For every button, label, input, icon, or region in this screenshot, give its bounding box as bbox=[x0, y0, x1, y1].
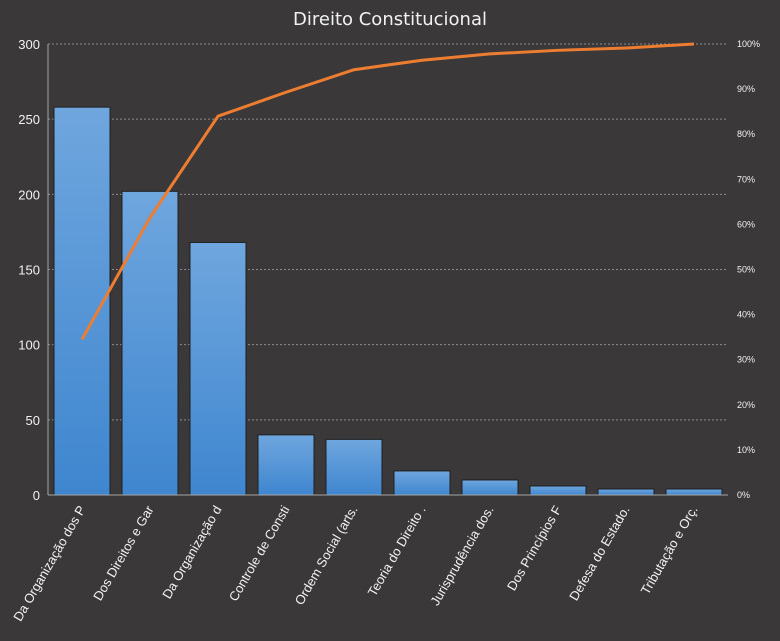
y2-tick-label: 60% bbox=[737, 219, 755, 229]
x-tick-label: Dos Direitos e Gar bbox=[90, 502, 157, 603]
bar bbox=[189, 241, 247, 496]
y2-tick-label: 40% bbox=[737, 310, 755, 320]
bar bbox=[325, 438, 383, 496]
bar bbox=[257, 434, 315, 496]
bar bbox=[121, 190, 179, 496]
x-tick-label: Jurisprudência dos. bbox=[427, 503, 496, 608]
y-tick-label: 50 bbox=[26, 413, 40, 428]
y2-tick-label: 20% bbox=[737, 400, 755, 410]
y-tick-label: 150 bbox=[18, 263, 40, 278]
x-tick-label: Da Organização dos P bbox=[10, 503, 88, 624]
y2-tick-label: 70% bbox=[737, 174, 755, 184]
x-tick-label: Dos Princípios F bbox=[504, 503, 565, 593]
bar bbox=[393, 470, 451, 496]
chart-title: Direito Constitucional bbox=[293, 9, 487, 30]
x-tick-label: Tributação e Orç. bbox=[638, 503, 701, 597]
y2-tick-label: 100% bbox=[737, 39, 760, 49]
x-tick-label: Defesa do Estado. bbox=[566, 503, 632, 603]
cumulative-line bbox=[80, 42, 695, 341]
bar bbox=[529, 485, 587, 496]
y2-tick-label: 10% bbox=[737, 445, 755, 455]
x-tick-label: Da Organização d bbox=[159, 503, 224, 601]
x-tick-label: Teoria do Direito . bbox=[365, 503, 429, 599]
y-tick-label: 100 bbox=[18, 338, 40, 353]
y2-tick-label: 50% bbox=[737, 265, 755, 275]
bar bbox=[665, 488, 723, 496]
bars bbox=[53, 106, 723, 496]
y2-tick-label: 30% bbox=[737, 355, 755, 365]
bar bbox=[53, 106, 111, 496]
y2-tick-label: 0% bbox=[737, 490, 750, 500]
y2-tick-label: 90% bbox=[737, 84, 755, 94]
y-tick-label: 250 bbox=[18, 112, 40, 127]
x-tick-label: Ordem Social (arts. bbox=[292, 503, 361, 607]
bar bbox=[597, 488, 655, 496]
y2-tick-label: 80% bbox=[737, 129, 755, 139]
cumulative-line-layer bbox=[80, 42, 695, 341]
x-tick-label: Controle de Consti bbox=[226, 503, 293, 604]
y-tick-label: 300 bbox=[18, 37, 40, 52]
y-tick-label: 200 bbox=[18, 187, 40, 202]
bar bbox=[461, 479, 519, 496]
y-tick-label: 0 bbox=[33, 488, 40, 503]
